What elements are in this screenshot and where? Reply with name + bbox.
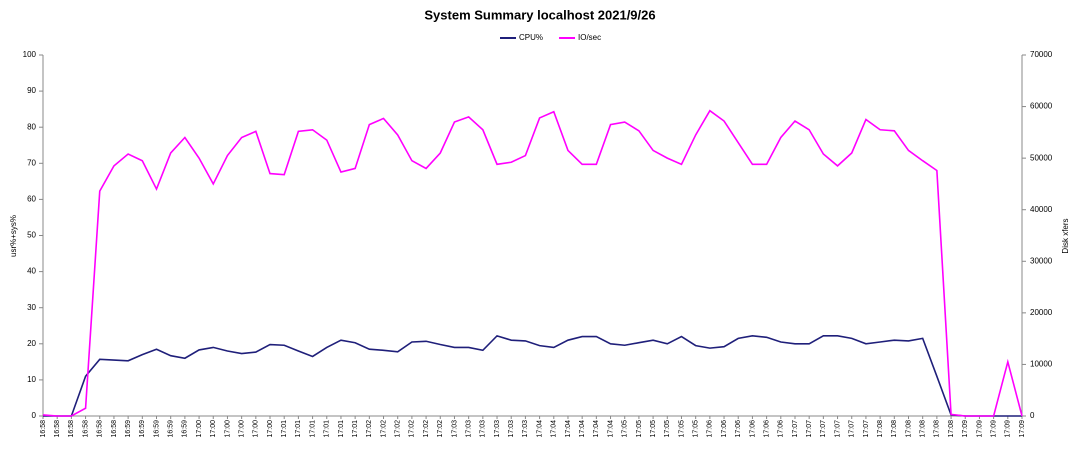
y2-tick-label: 70000 bbox=[1030, 50, 1053, 59]
series-line bbox=[43, 334, 1022, 417]
x-tick-label: 17:06 bbox=[721, 420, 728, 438]
chart-title: System Summary localhost 2021/9/26 bbox=[424, 7, 655, 22]
x-tick-label: 17:04 bbox=[579, 420, 586, 438]
x-tick-label: 17:02 bbox=[366, 420, 373, 438]
x-tick-label: 17:07 bbox=[792, 420, 799, 438]
x-tick-label: 17:01 bbox=[281, 420, 288, 438]
y-tick-label: 90 bbox=[27, 86, 36, 95]
x-tick-label: 17:07 bbox=[834, 420, 841, 438]
x-tick-label: 17:01 bbox=[352, 420, 359, 438]
y-tick-label: 50 bbox=[27, 231, 36, 240]
x-tick-label: 17:03 bbox=[451, 420, 458, 438]
x-tick-label: 17:03 bbox=[480, 420, 487, 438]
x-tick-label: 17:05 bbox=[693, 420, 700, 438]
x-tick-label: 17:08 bbox=[905, 420, 912, 438]
y-axis-label: usr%+sys% bbox=[9, 215, 18, 257]
x-tick-label: 17:05 bbox=[636, 420, 643, 438]
x-tick-label: 17:00 bbox=[224, 420, 231, 438]
y2-tick-label: 30000 bbox=[1030, 256, 1053, 265]
x-tick-label: 17:01 bbox=[324, 420, 331, 438]
x-tick-label: 16:58 bbox=[68, 420, 75, 438]
x-tick-label: 17:01 bbox=[295, 420, 302, 438]
x-tick-label: 17:04 bbox=[565, 420, 572, 438]
x-tick-label: 17:08 bbox=[948, 420, 955, 438]
x-tick-label: 17:00 bbox=[267, 420, 274, 438]
x-tick-label: 17:05 bbox=[678, 420, 685, 438]
x-tick-label: 17:07 bbox=[806, 420, 813, 438]
x-tick-label: 17:02 bbox=[380, 420, 387, 438]
x-tick-label: 16:59 bbox=[139, 420, 146, 438]
y-tick-label: 60 bbox=[27, 195, 36, 204]
x-tick-label: 17:06 bbox=[778, 420, 785, 438]
x-tick-label: 17:02 bbox=[437, 420, 444, 438]
x-tick-label: 16:58 bbox=[54, 420, 61, 438]
x-tick-label: 17:04 bbox=[607, 420, 614, 438]
legend-label: IO/sec bbox=[578, 33, 601, 42]
y2-tick-label: 40000 bbox=[1030, 205, 1053, 214]
x-tick-label: 17:06 bbox=[749, 420, 756, 438]
x-tick-label: 17:06 bbox=[763, 420, 770, 438]
series-line bbox=[42, 109, 1023, 417]
x-tick-label: 17:06 bbox=[735, 420, 742, 438]
x-tick-label: 17:03 bbox=[465, 420, 472, 438]
y-tick-label: 70 bbox=[27, 158, 36, 167]
x-tick-label: 17:09 bbox=[990, 420, 997, 438]
x-tick-label: 17:05 bbox=[622, 420, 629, 438]
y-tick-label: 40 bbox=[27, 267, 36, 276]
x-tick-label: 17:04 bbox=[536, 420, 543, 438]
x-tick-label: 16:59 bbox=[125, 420, 132, 438]
x-tick-label: 17:04 bbox=[593, 420, 600, 438]
x-tick-label: 17:00 bbox=[196, 420, 203, 438]
x-tick-label: 16:59 bbox=[182, 420, 189, 438]
x-tick-label: 16:58 bbox=[82, 420, 89, 438]
x-tick-label: 17:02 bbox=[409, 420, 416, 438]
x-tick-label: 17:07 bbox=[849, 420, 856, 438]
x-tick-label: 16:59 bbox=[168, 420, 175, 438]
y2-tick-label: 50000 bbox=[1030, 153, 1053, 162]
x-tick-label: 17:09 bbox=[962, 420, 969, 438]
x-tick-label: 17:07 bbox=[863, 420, 870, 438]
y2-axis-label: Disk xfers bbox=[1061, 218, 1070, 253]
legend-label: CPU% bbox=[519, 33, 543, 42]
y-tick-label: 10 bbox=[27, 375, 36, 384]
x-tick-label: 16:58 bbox=[111, 420, 118, 438]
y-tick-label: 100 bbox=[23, 50, 37, 59]
x-tick-label: 17:03 bbox=[508, 420, 515, 438]
x-tick-label: 16:58 bbox=[40, 420, 47, 438]
y-tick-label: 30 bbox=[27, 303, 36, 312]
y2-tick-label: 10000 bbox=[1030, 360, 1053, 369]
y-tick-label: 20 bbox=[27, 339, 36, 348]
x-tick-label: 17:07 bbox=[820, 420, 827, 438]
y-tick-label: 80 bbox=[27, 122, 36, 131]
x-tick-label: 17:00 bbox=[238, 420, 245, 438]
x-tick-label: 17:03 bbox=[494, 420, 501, 438]
x-tick-label: 16:59 bbox=[153, 420, 160, 438]
y2-tick-label: 0 bbox=[1030, 411, 1035, 420]
x-tick-label: 17:08 bbox=[891, 420, 898, 438]
x-tick-label: 17:09 bbox=[976, 420, 983, 438]
x-tick-label: 17:02 bbox=[395, 420, 402, 438]
x-tick-label: 17:05 bbox=[664, 420, 671, 438]
x-tick-label: 17:00 bbox=[210, 420, 217, 438]
x-tick-label: 17:01 bbox=[338, 420, 345, 438]
x-tick-label: 17:09 bbox=[1005, 420, 1012, 438]
y-tick-label: 0 bbox=[32, 411, 37, 420]
x-tick-label: 17:02 bbox=[423, 420, 430, 438]
x-tick-label: 17:09 bbox=[1019, 420, 1026, 438]
x-tick-label: 17:08 bbox=[877, 420, 884, 438]
x-tick-label: 17:03 bbox=[522, 420, 529, 438]
y2-tick-label: 20000 bbox=[1030, 308, 1053, 317]
y2-tick-label: 60000 bbox=[1030, 102, 1053, 111]
x-tick-label: 17:08 bbox=[920, 420, 927, 438]
x-tick-label: 17:08 bbox=[934, 420, 941, 438]
x-tick-label: 17:06 bbox=[707, 420, 714, 438]
x-tick-label: 17:01 bbox=[309, 420, 316, 438]
x-tick-label: 17:04 bbox=[551, 420, 558, 438]
x-tick-label: 16:58 bbox=[97, 420, 104, 438]
x-tick-label: 17:05 bbox=[650, 420, 657, 438]
x-tick-label: 17:00 bbox=[253, 420, 260, 438]
